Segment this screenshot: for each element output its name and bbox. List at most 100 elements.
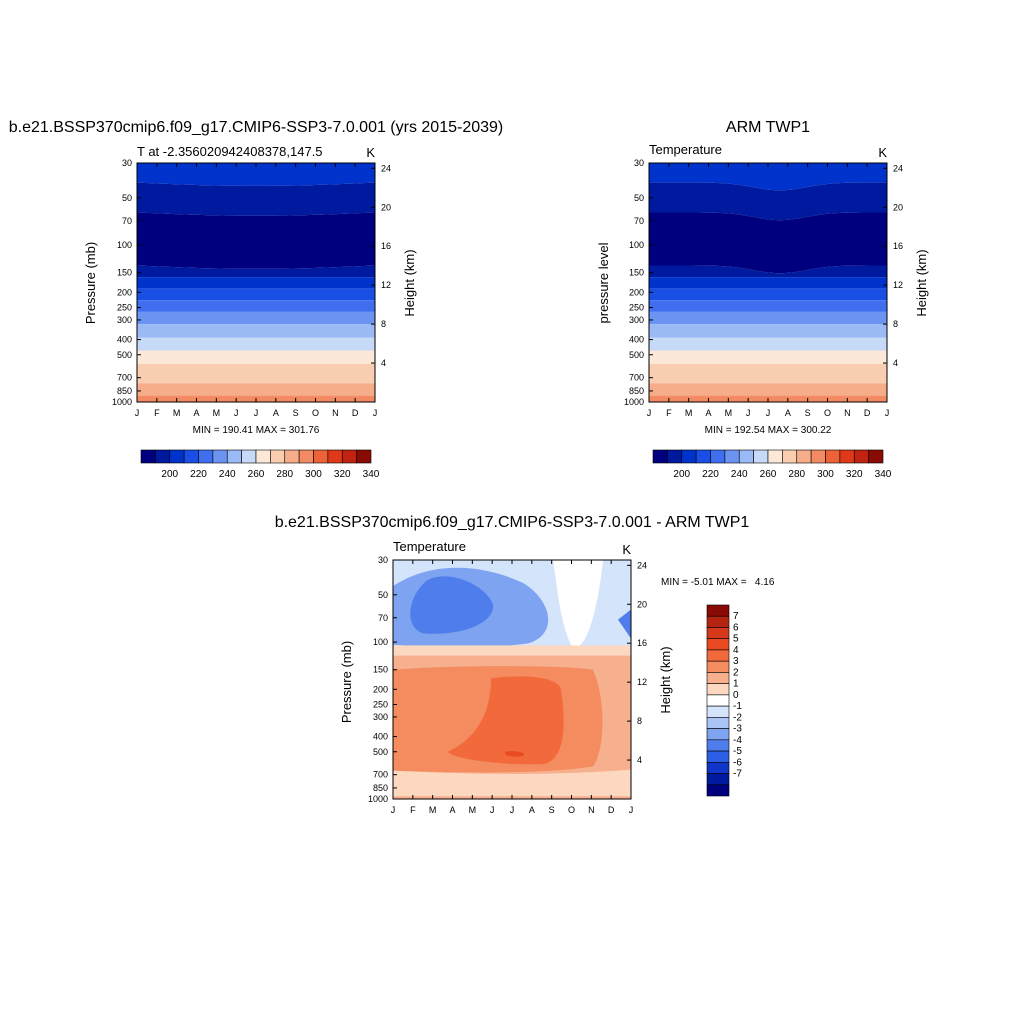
panel-obs-units: K bbox=[878, 145, 887, 160]
colorbar-label: 240 bbox=[731, 469, 748, 480]
x-tick-label: A bbox=[785, 408, 791, 418]
temperature-band bbox=[649, 337, 887, 351]
temperature-band bbox=[137, 212, 375, 269]
colorbar-label: 340 bbox=[875, 469, 892, 480]
temperature-band bbox=[649, 277, 887, 289]
panel-model-subtitle: T at -2.356020942408378,147.5 bbox=[137, 144, 323, 159]
y-right-tick-label: 16 bbox=[381, 241, 391, 251]
temperature-band bbox=[137, 363, 375, 384]
x-tick-label: S bbox=[805, 408, 811, 418]
colorbar-swatch bbox=[198, 449, 214, 464]
colorbar-swatch bbox=[706, 649, 730, 662]
colorbar-swatch bbox=[270, 449, 286, 464]
x-tick-label: A bbox=[705, 408, 711, 418]
temperature-band bbox=[649, 311, 887, 325]
colorbar-label: 240 bbox=[219, 469, 236, 480]
colorbar-swatch bbox=[853, 449, 869, 464]
y-right-tick-label: 24 bbox=[637, 560, 647, 570]
temperature-band bbox=[649, 182, 887, 221]
y-tick-label: 250 bbox=[117, 303, 132, 313]
colorbar-label: 260 bbox=[248, 469, 265, 480]
x-tick-label: J bbox=[254, 408, 259, 418]
diff-region bbox=[448, 676, 564, 765]
panel-model-ylabel-right: Height (km) bbox=[402, 249, 417, 316]
temperature-band bbox=[137, 350, 375, 364]
panel-diff-units: K bbox=[622, 542, 631, 557]
y-tick-label: 250 bbox=[373, 700, 388, 710]
colorbar-swatch bbox=[667, 449, 683, 464]
panel-model-units: K bbox=[366, 145, 375, 160]
y-tick-label: 50 bbox=[122, 193, 132, 203]
panel-obs-colorbar: 200 220 240 260 280 300 320 340 bbox=[652, 449, 892, 480]
temperature-band bbox=[137, 265, 375, 278]
colorbar-label: 1 bbox=[733, 679, 739, 690]
colorbar-swatch bbox=[706, 784, 730, 797]
x-tick-label: F bbox=[410, 805, 416, 815]
colorbar-swatch bbox=[810, 449, 826, 464]
colorbar-swatch bbox=[706, 739, 730, 752]
colorbar-swatch bbox=[706, 717, 730, 729]
panel-model-stats: MIN = 190.41 MAX = 301.76 bbox=[193, 425, 320, 436]
y-right-tick-label: 20 bbox=[381, 202, 391, 212]
temperature-band bbox=[649, 350, 887, 364]
panel-model-colorbar: 200 220 240 260 280 300 320 340 bbox=[140, 449, 380, 480]
colorbar-label: 260 bbox=[760, 469, 777, 480]
diff-region bbox=[393, 645, 631, 656]
y-tick-label: 150 bbox=[117, 268, 132, 278]
panel-model-ylabel: Pressure (mb) bbox=[83, 242, 98, 324]
colorbar-label: 220 bbox=[190, 469, 207, 480]
y-right-tick-label: 16 bbox=[637, 638, 647, 648]
y-tick-label: 100 bbox=[117, 240, 132, 250]
temperature-band bbox=[137, 383, 375, 396]
colorbar-label: 300 bbox=[305, 469, 322, 480]
x-tick-label: D bbox=[864, 408, 871, 418]
y-tick-label: 400 bbox=[117, 335, 132, 345]
temperature-band bbox=[649, 288, 887, 301]
colorbar-swatch bbox=[140, 449, 156, 464]
y-tick-label: 300 bbox=[629, 315, 644, 325]
temperature-band bbox=[137, 182, 375, 216]
colorbar-label: 220 bbox=[702, 469, 719, 480]
colorbar-swatch bbox=[681, 449, 697, 464]
x-tick-label: N bbox=[844, 408, 851, 418]
y-right-tick-label: 24 bbox=[893, 163, 903, 173]
colorbar-label: -4 bbox=[733, 735, 742, 746]
colorbar-label: 2 bbox=[733, 667, 739, 678]
colorbar-swatch bbox=[796, 449, 812, 464]
panel-model-field bbox=[137, 163, 375, 402]
colorbar-swatch bbox=[753, 449, 769, 464]
y-tick-label: 300 bbox=[373, 712, 388, 722]
y-tick-label: 30 bbox=[122, 158, 132, 168]
y-tick-label: 1000 bbox=[368, 794, 388, 804]
colorbar-label: -5 bbox=[733, 746, 742, 757]
colorbar-label: 280 bbox=[788, 469, 805, 480]
y-tick-label: 30 bbox=[634, 158, 644, 168]
colorbar-swatch bbox=[652, 449, 668, 464]
colorbar-swatch bbox=[767, 449, 783, 464]
x-tick-label: A bbox=[529, 805, 535, 815]
colorbar-swatch bbox=[706, 728, 730, 741]
colorbar-label: 3 bbox=[733, 656, 739, 667]
colorbar-label: 300 bbox=[817, 469, 834, 480]
x-tick-label: J bbox=[510, 805, 515, 815]
panel-diff-title: b.e21.BSSP370cmip6.f09_g17.CMIP6-SSP3-7.… bbox=[275, 514, 750, 531]
x-tick-label: J bbox=[135, 408, 140, 418]
y-tick-label: 400 bbox=[629, 335, 644, 345]
x-tick-label: A bbox=[193, 408, 199, 418]
colorbar-label: 320 bbox=[846, 469, 863, 480]
y-tick-label: 50 bbox=[634, 193, 644, 203]
colorbar-label: 6 bbox=[733, 622, 739, 633]
y-right-tick-label: 8 bbox=[637, 716, 642, 726]
panel-model-title: b.e21.BSSP370cmip6.f09_g17.CMIP6-SSP3-7.… bbox=[9, 119, 504, 136]
colorbar-swatch bbox=[724, 449, 740, 464]
y-tick-label: 200 bbox=[117, 287, 132, 297]
x-tick-label: M bbox=[213, 408, 221, 418]
x-tick-label: F bbox=[154, 408, 160, 418]
panel-obs-axes: J F M A M J J A S O N D J 30 50 70 100 150 200 250 300 400 500… bbox=[624, 158, 903, 418]
x-tick-label: J bbox=[373, 408, 378, 418]
panel-obs-stats: MIN = 192.54 MAX = 300.22 bbox=[705, 425, 832, 436]
y-right-tick-label: 4 bbox=[893, 358, 898, 368]
x-tick-label: F bbox=[666, 408, 672, 418]
y-tick-label: 150 bbox=[629, 268, 644, 278]
